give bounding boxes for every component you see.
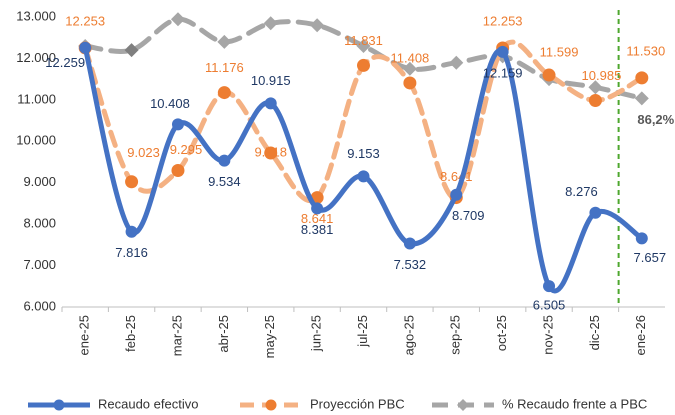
data-label: 9.153 [347, 146, 380, 161]
data-label: 7.816 [115, 245, 148, 260]
x-tick-label: nov-25 [540, 315, 555, 355]
marker [356, 39, 371, 53]
marker [263, 16, 278, 31]
marker [543, 280, 556, 293]
x-tick-label: jun-25 [309, 315, 324, 352]
marker [311, 202, 324, 215]
x-tick-label: ene-25 [77, 315, 92, 355]
legend-label: Recaudo efectivo [98, 396, 198, 411]
marker [171, 118, 184, 131]
y-tick-label: 7.000 [23, 257, 56, 272]
y-tick-label: 8.000 [23, 216, 56, 231]
data-label: 10.408 [150, 96, 190, 111]
marker [635, 71, 649, 85]
y-tick-label: 11.000 [17, 91, 56, 106]
series-line [82, 45, 645, 294]
data-label: 12.159 [483, 65, 523, 80]
data-label: 9.534 [208, 174, 241, 189]
x-tick-label: may-25 [262, 315, 277, 358]
marker [588, 80, 603, 95]
y-tick-label: 9.000 [23, 174, 56, 189]
x-tick-label: ago-25 [401, 315, 416, 355]
data-label: 8.709 [452, 208, 485, 223]
marker [79, 41, 92, 54]
marker [542, 68, 556, 82]
data-label: 8.641 [301, 211, 334, 226]
y-tick-label: 12.000 [16, 50, 56, 65]
data-label: 9.718 [254, 144, 287, 159]
marker [310, 18, 325, 33]
data-label: 11.599 [540, 44, 579, 59]
data-label: 7.532 [394, 257, 427, 272]
marker [125, 225, 138, 238]
marker [170, 12, 185, 27]
x-tick-label: feb-25 [123, 315, 138, 352]
data-label: 86,2% [637, 112, 674, 127]
x-tick-label: jul-25 [355, 315, 370, 348]
marker [264, 146, 278, 160]
y-tick-label: 10.000 [16, 133, 56, 148]
x-tick-label: ene-26 [633, 315, 648, 355]
data-label: 8.641 [440, 169, 473, 184]
data-label: 8.276 [565, 184, 598, 199]
x-tick-label: mar-25 [169, 315, 184, 356]
marker [496, 45, 509, 58]
data-label: 10.985 [582, 68, 622, 83]
marker [171, 163, 185, 177]
x-tick-label: oct-25 [494, 315, 509, 351]
marker [218, 154, 231, 167]
x-tick-label: dic-25 [587, 315, 602, 350]
marker [403, 76, 417, 90]
x-tick-label: abr-25 [216, 315, 231, 353]
legend-label: % Recaudo frente a PBC [502, 396, 647, 411]
data-label: 11.176 [205, 60, 244, 75]
marker [357, 58, 370, 72]
legend-marker [53, 399, 65, 411]
data-label: 10.915 [251, 73, 291, 88]
data-label: 12.253 [483, 13, 523, 28]
marker [634, 91, 649, 106]
marker [124, 43, 139, 58]
y-tick-label: 13.000 [16, 8, 56, 23]
data-label: 11.408 [390, 50, 429, 65]
data-label: 6.505 [533, 298, 566, 313]
marker [588, 93, 602, 107]
data-label: 7.657 [634, 250, 667, 265]
legend-marker [457, 399, 469, 411]
marker [450, 188, 463, 201]
data-label: 12.253 [65, 13, 105, 28]
marker [402, 61, 417, 76]
marker [125, 175, 139, 189]
marker [589, 206, 602, 219]
marker [357, 170, 370, 183]
legend-marker [265, 399, 277, 411]
data-label: 11.530 [626, 43, 665, 58]
marker [264, 97, 277, 110]
data-label: 8.381 [301, 222, 334, 237]
data-label: 9.295 [170, 142, 203, 157]
legend-label: Proyección PBC [310, 396, 405, 411]
data-label: 12.259 [45, 55, 85, 70]
marker [217, 86, 231, 100]
marker [635, 232, 648, 245]
marker [403, 237, 416, 250]
data-label: 11.831 [344, 33, 383, 48]
x-tick-label: sep-25 [448, 315, 463, 355]
marker [217, 34, 232, 49]
marker [449, 55, 464, 70]
y-tick-label: 6.000 [23, 298, 56, 313]
data-label: 9.023 [127, 145, 160, 160]
